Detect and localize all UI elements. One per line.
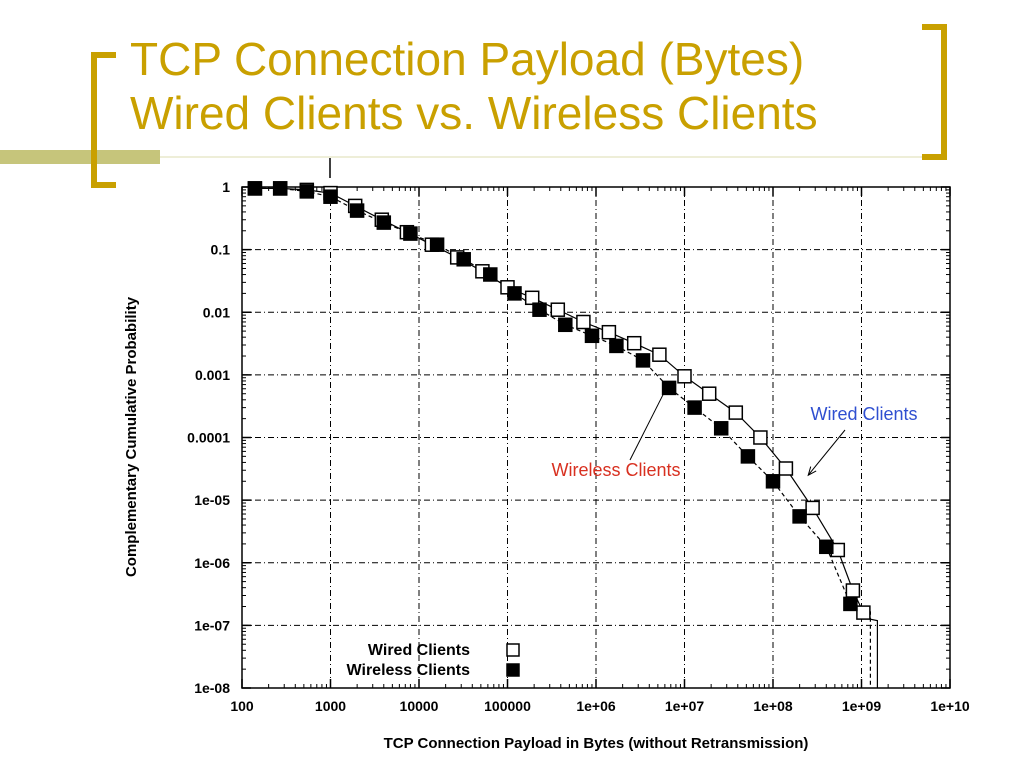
marker-wired bbox=[805, 500, 820, 516]
marker-wireless bbox=[843, 596, 858, 612]
marker-wireless bbox=[765, 474, 781, 489]
marker-wireless bbox=[456, 252, 471, 267]
series-lines bbox=[254, 187, 878, 688]
marker-wireless bbox=[792, 509, 807, 524]
marker-wireless bbox=[349, 203, 365, 218]
y-tick-label: 1 bbox=[222, 179, 230, 195]
slide-title-line-2: Wired Clients vs. Wireless Clients bbox=[130, 87, 818, 139]
y-tick-label: 1e-08 bbox=[194, 680, 230, 696]
series-line-wireless bbox=[254, 187, 871, 688]
marker-wireless bbox=[687, 400, 702, 415]
marker-wireless bbox=[272, 181, 288, 196]
annotation-arrow bbox=[629, 382, 670, 461]
marker-wireless bbox=[713, 421, 729, 436]
accent-line bbox=[160, 156, 940, 158]
y-tick-label: 0.001 bbox=[195, 367, 230, 383]
x-tick-labels: 100 1000 10000 100000 1e+06 1e+07 1e+08 1e+09 1e… bbox=[230, 698, 970, 714]
x-tick-label: 1e+06 bbox=[576, 698, 616, 714]
slide-title: TCP Connection Payload (Bytes) Wired Cli… bbox=[130, 32, 818, 140]
marker-wired bbox=[550, 302, 566, 317]
marker-wireless bbox=[507, 286, 522, 301]
marker-wired bbox=[701, 386, 717, 401]
right-bracket bbox=[922, 24, 947, 160]
marker-wireless bbox=[532, 302, 547, 317]
marker-wireless bbox=[403, 226, 418, 241]
marker-wired bbox=[778, 461, 794, 476]
y-tick-label: 0.01 bbox=[203, 304, 230, 320]
legend-marker-wireless bbox=[506, 663, 520, 677]
marker-wired bbox=[601, 324, 617, 340]
marker-wired bbox=[626, 335, 642, 351]
x-tick-label: 1e+07 bbox=[665, 698, 705, 714]
x-tick-label: 1000 bbox=[315, 698, 346, 714]
y-tick-label: 1e-07 bbox=[194, 617, 230, 633]
x-tick-label: 100000 bbox=[484, 698, 531, 714]
legend-label: Wired Clients bbox=[368, 642, 470, 659]
marker-wired bbox=[753, 430, 768, 445]
marker-wired bbox=[845, 583, 861, 598]
legend-label: Wireless Clients bbox=[347, 662, 471, 679]
annotation-arrowhead bbox=[661, 381, 670, 392]
marker-wired bbox=[652, 347, 667, 362]
legend: Wired Clients Wireless Clients bbox=[347, 642, 520, 679]
left-bracket bbox=[91, 52, 116, 188]
x-tick-label: 100 bbox=[230, 698, 254, 714]
marker-wired bbox=[856, 605, 871, 620]
legend-marker-wired bbox=[506, 643, 520, 657]
marker-wireless bbox=[429, 237, 445, 252]
x-axis-title: TCP Connection Payload in Bytes (without… bbox=[384, 735, 809, 752]
marker-wireless bbox=[819, 539, 834, 555]
x-tick-label: 1e+08 bbox=[753, 698, 793, 714]
annotation-arrowhead bbox=[807, 466, 817, 477]
marker-wireless bbox=[323, 189, 338, 204]
annotation-label: Wired Clients bbox=[810, 404, 917, 424]
y-tick-label: 1e-05 bbox=[194, 492, 230, 508]
grid bbox=[242, 187, 950, 688]
marker-wireless bbox=[740, 449, 756, 464]
marker-wireless bbox=[558, 317, 573, 333]
y-tick-labels: 1 0.1 0.01 0.001 0.0001 1e-05 1e-06 1e-07 1e-08 bbox=[187, 179, 230, 696]
annotation-label: Wireless Clients bbox=[551, 460, 680, 480]
series-markers bbox=[247, 181, 871, 620]
marker-wireless bbox=[376, 215, 392, 230]
series-line-wired bbox=[254, 187, 878, 688]
accent-bar bbox=[0, 150, 160, 164]
marker-wireless bbox=[635, 353, 651, 368]
marker-wired bbox=[728, 405, 744, 420]
marker-wireless bbox=[299, 184, 315, 199]
y-axis-title: Complementary Cumulative Probability bbox=[123, 296, 140, 577]
marker-wireless bbox=[247, 181, 263, 196]
x-tick-label: 10000 bbox=[400, 698, 439, 714]
marker-wired bbox=[677, 369, 692, 384]
marker-wired bbox=[576, 314, 591, 330]
slide-title-line-1: TCP Connection Payload (Bytes) bbox=[130, 33, 805, 85]
y-tick-label: 0.1 bbox=[211, 242, 231, 258]
marker-wireless bbox=[483, 267, 498, 282]
y-tick-label: 1e-06 bbox=[194, 555, 230, 571]
x-tick-label: 1e+09 bbox=[842, 698, 882, 714]
x-tick-label: 1e+10 bbox=[930, 698, 970, 714]
annotations: Wired Clients Wireless Clients bbox=[551, 381, 918, 480]
marker-wireless bbox=[609, 338, 624, 354]
annotation-arrow bbox=[807, 429, 846, 476]
marker-wired bbox=[524, 290, 540, 306]
y-tick-label: 0.0001 bbox=[187, 430, 230, 446]
axis-ticks bbox=[241, 186, 951, 689]
marker-wireless bbox=[584, 328, 600, 344]
